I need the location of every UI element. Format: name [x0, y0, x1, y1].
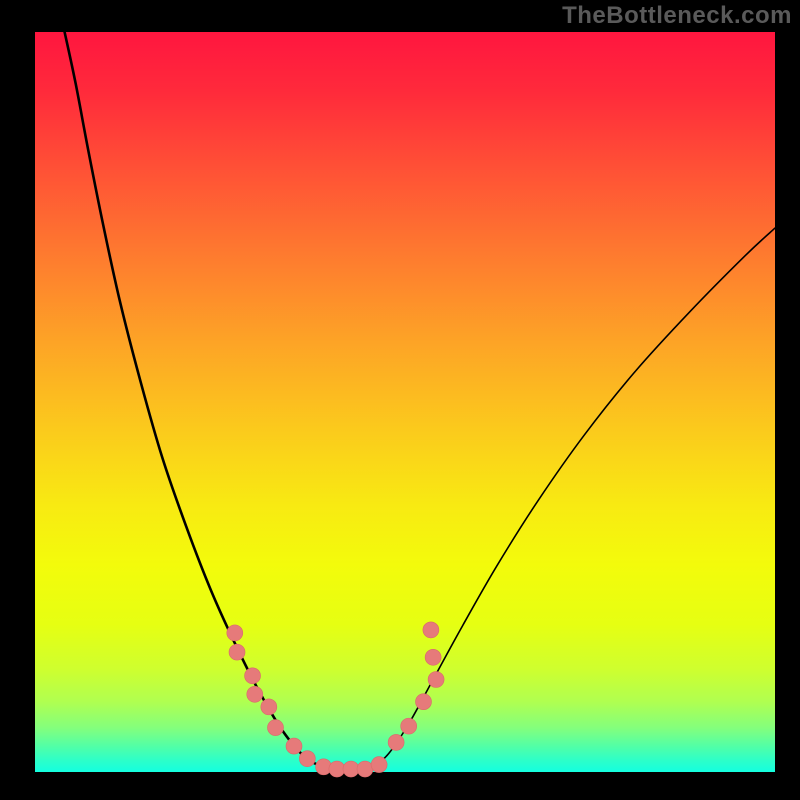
marker-left — [247, 686, 263, 702]
marker-bottom — [357, 761, 373, 777]
marker-right — [388, 734, 404, 750]
marker-right — [401, 718, 417, 734]
chart-container: TheBottleneck.com — [0, 0, 800, 800]
marker-bottom — [329, 761, 345, 777]
marker-left — [227, 625, 243, 641]
marker-bottom — [371, 757, 387, 773]
marker-left — [229, 644, 245, 660]
watermark-text: TheBottleneck.com — [562, 2, 792, 30]
marker-bottom — [343, 761, 359, 777]
marker-right — [428, 672, 444, 688]
marker-left — [286, 738, 302, 754]
marker-left — [245, 668, 261, 684]
marker-right — [416, 694, 432, 710]
marker-right — [425, 649, 441, 665]
marker-left — [268, 720, 284, 736]
marker-right — [423, 622, 439, 638]
bottleneck-chart — [0, 0, 800, 800]
marker-left — [261, 699, 277, 715]
marker-left — [299, 751, 315, 767]
